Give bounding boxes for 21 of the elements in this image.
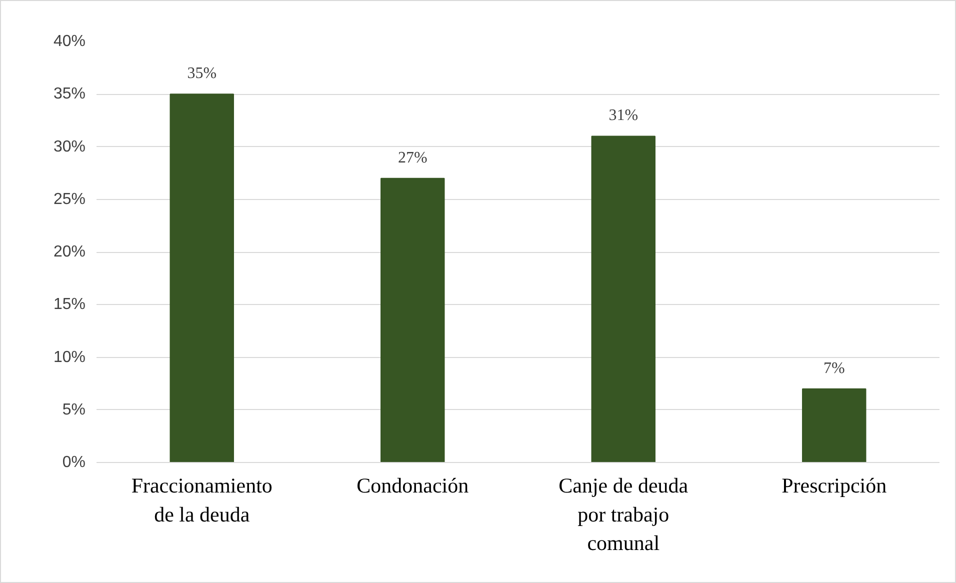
y-tick-label: 15% [53, 296, 86, 314]
y-tick-label: 40% [53, 33, 86, 50]
x-tick-label: Fraccionamiento de la deuda [131, 474, 272, 526]
data-label: 35% [187, 65, 217, 82]
bar [380, 178, 445, 462]
y-tick-label: 5% [62, 401, 86, 418]
bar [591, 136, 656, 462]
x-tick-label: Canje de deuda por trabajo comunal [558, 474, 689, 556]
data-label: 27% [398, 149, 428, 166]
bar [170, 94, 234, 462]
y-tick-label: 30% [53, 138, 86, 156]
x-tick-label: Prescripción [782, 474, 888, 498]
y-tick-label: 25% [53, 190, 86, 208]
y-tick-label: 0% [62, 454, 86, 471]
data-label: 31% [608, 107, 638, 124]
y-tick-label: 10% [53, 348, 86, 366]
x-tick-label: Condonación [356, 474, 470, 498]
y-tick-label: 20% [53, 244, 86, 260]
bar [802, 388, 866, 462]
data-label: 7% [823, 360, 845, 377]
y-tick-label: 35% [53, 86, 86, 103]
